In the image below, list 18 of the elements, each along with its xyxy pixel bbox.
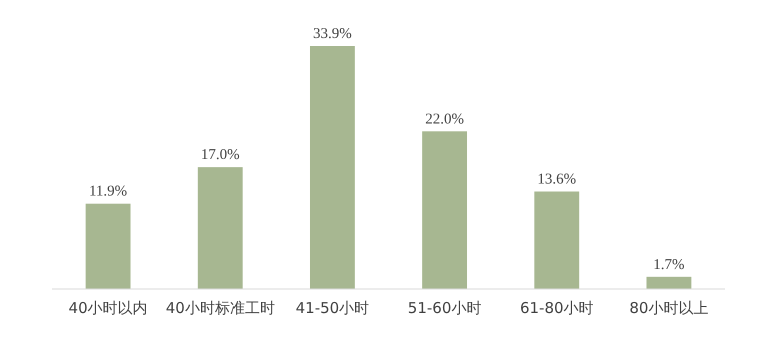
data-label: 33.9% xyxy=(313,26,352,42)
data-label: 1.7% xyxy=(653,256,685,273)
bar xyxy=(534,192,580,289)
data-label: 13.6% xyxy=(537,172,576,188)
bar xyxy=(646,276,692,289)
x-tick-label: 80小时以上 xyxy=(629,299,708,317)
x-tick-label: 51-60小时 xyxy=(408,299,482,317)
x-tick-label: 40小时以内 xyxy=(68,299,148,317)
data-label: 17.0% xyxy=(200,147,240,164)
data-label: 11.9% xyxy=(88,184,128,200)
x-tick-label: 41-50小时 xyxy=(296,299,370,317)
bar xyxy=(198,167,243,289)
bar xyxy=(86,204,131,289)
x-tick-label: 61-80小时 xyxy=(520,299,594,317)
data-label: 22.0% xyxy=(425,111,464,128)
x-tick-label: 40小时标准工时 xyxy=(166,299,275,317)
bar xyxy=(310,46,355,289)
bar xyxy=(422,131,468,289)
